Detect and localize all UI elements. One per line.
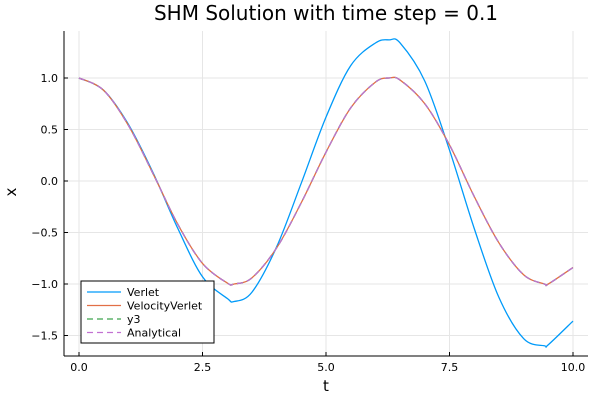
series-line-verlet xyxy=(78,38,574,348)
y-tick-label-0: 1.0 xyxy=(41,72,59,85)
y-tick-label-5: −1.5 xyxy=(31,330,58,343)
y-tick-label-4: −1.0 xyxy=(31,278,58,291)
x-tick-label-3: 7.5 xyxy=(441,361,459,374)
x-tick-label-4: 10.0 xyxy=(561,361,586,374)
axes xyxy=(63,31,588,357)
legend-label-verlet: Verlet xyxy=(127,286,160,299)
x-axis-label: t xyxy=(323,377,329,395)
y-tick-label-2: 0.0 xyxy=(41,175,59,188)
y-tick-label-1: 0.5 xyxy=(41,124,59,137)
chart-title: SHM Solution with time step = 0.1 xyxy=(154,1,498,25)
y-tick-label-3: −0.5 xyxy=(31,227,58,240)
x-tick-label-0: 0.0 xyxy=(70,361,88,374)
legend-label-velocityverlet: VelocityVerlet xyxy=(127,300,203,313)
series-line-analytical xyxy=(78,76,574,287)
tick-labels: 0.0 2.5 5.0 7.5 10.0 1.0 0.5 0.0 −0.5 −1.0 −1.5 xyxy=(31,72,585,374)
legend-label-analytical: Analytical xyxy=(127,327,181,340)
legend-label-y3: y3 xyxy=(127,313,141,326)
y-axis-label: x xyxy=(2,187,20,196)
x-tick-label-1: 2.5 xyxy=(194,361,212,374)
x-tick-label-2: 5.0 xyxy=(317,361,335,374)
legend-box xyxy=(80,280,215,344)
series-layer xyxy=(78,38,574,348)
